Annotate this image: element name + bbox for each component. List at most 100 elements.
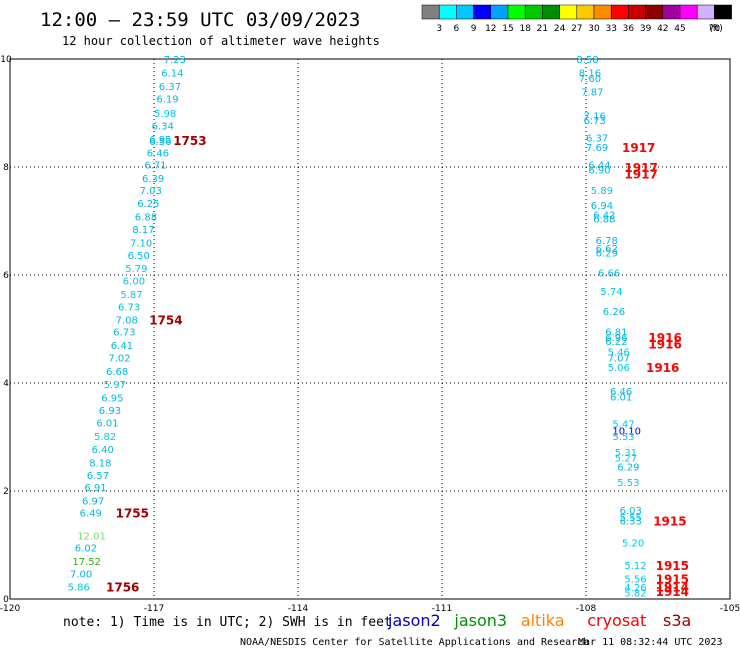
gridlines (10, 59, 730, 599)
data-point-label: 6.73 (113, 328, 135, 339)
data-point-label: 6.37 (159, 82, 181, 93)
data-point-label: 7.60 (579, 74, 601, 85)
data-point-label: 10.10 (612, 427, 641, 438)
time-label: 1753 (173, 134, 206, 148)
color-swatch (628, 4, 646, 20)
time-label: 1917 (624, 167, 657, 181)
data-point-label: 17.52 (72, 557, 101, 568)
data-point-label: 5.79 (125, 264, 147, 275)
data-point-label: 5.46 (608, 348, 630, 359)
data-point-label: 6.91 (84, 483, 106, 494)
data-point-label: 8.16 (579, 69, 601, 80)
y-tick-label: 10 (0, 55, 12, 65)
data-point-label: 6.39 (142, 174, 164, 185)
data-point-label: 6.42 (593, 211, 615, 222)
plot-area (9, 58, 731, 600)
data-point-label: 7.02 (108, 354, 130, 365)
x-tick-label: -114 (288, 604, 309, 614)
data-point-label: 6.29 (596, 248, 618, 259)
plot-frame (9, 58, 731, 600)
color-scale-label: 30 (588, 24, 600, 34)
y-tick-label: 6 (3, 271, 9, 281)
x-tick-label: -108 (576, 604, 597, 614)
time-label: 1917 (622, 141, 655, 155)
data-point-label: 6.88 (593, 214, 615, 225)
data-point-label: 8.17 (132, 225, 154, 236)
time-label: 1914 (656, 581, 689, 595)
color-scale-label: 70 (709, 24, 721, 34)
data-point-label: 7.03 (140, 186, 162, 197)
time-label: 1916 (648, 338, 681, 352)
data-point-label: 6.57 (87, 471, 109, 482)
data-point-label: 4.26 (624, 583, 646, 594)
data-point-label: 6.03 (620, 506, 642, 517)
data-point-label: 5.12 (624, 561, 646, 572)
data-point-label: 5.97 (104, 380, 126, 391)
data-point-label: 5.89 (591, 186, 613, 197)
time-labels: 1753175417551756191719171917191619161916… (106, 134, 689, 599)
data-point-label: 6.14 (161, 69, 183, 80)
data-point-label: 5.82 (94, 432, 116, 443)
data-points: 7.236.146.376.195.986.346.956.566.466.71… (68, 55, 647, 600)
data-point-label: 6.95 (149, 135, 171, 146)
y-tick-label: 4 (3, 379, 9, 389)
data-point-label: 6.46 (610, 387, 632, 398)
data-point-label: 7.00 (70, 570, 92, 581)
data-point-label: 6.68 (106, 367, 128, 378)
color-swatch (438, 4, 457, 20)
data-point-label: 5.74 (600, 287, 622, 298)
color-scale-label: 39 (640, 24, 652, 34)
time-label: 1916 (648, 331, 681, 345)
color-swatch (473, 4, 492, 20)
footer-credit: NOAA/NESDIS Center for Satellite Applica… (240, 637, 589, 648)
data-point-label: 6.73 (584, 116, 606, 127)
legend-entry: s3a (663, 611, 691, 630)
color-swatch (576, 4, 595, 20)
data-point-label: 6.93 (99, 406, 121, 417)
data-point-label: 6.01 (610, 393, 632, 404)
color-swatch (456, 4, 474, 20)
data-point-label: 6.97 (82, 497, 104, 508)
data-point-label: 6.94 (591, 201, 613, 212)
data-point-label: 7.07 (608, 354, 630, 365)
data-point-label: 7.08 (116, 315, 138, 326)
data-point-label: 7.16 (584, 112, 606, 123)
time-label: 1754 (149, 313, 182, 327)
chart-title: 12:00 – 23:59 UTC 03/09/2023 (40, 9, 360, 31)
data-point-label: 7.69 (586, 143, 608, 154)
data-point-label: 6.95 (101, 394, 123, 405)
data-point-label: 7.23 (164, 55, 186, 66)
data-point-label: 6.19 (156, 94, 178, 105)
footer-note: note: 1) Time is in UTC; 2) SWH is in fe… (63, 615, 392, 630)
color-scale-labels: 3 6 9 12 15 18 21 24 27 30 33 36 39 42 45 70 (436, 24, 720, 34)
data-point-label: 12.01 (77, 531, 106, 542)
y-tick-label: 8 (3, 163, 9, 173)
color-swatch (490, 4, 509, 20)
satellite-legend: jason2 jason3 altika cryosat s3a (387, 611, 691, 630)
legend-entry: jason2 (387, 611, 441, 630)
data-point-label: 5.47 (612, 420, 634, 431)
data-point-label: 6.81 (605, 328, 627, 339)
y-tick-label: 2 (3, 487, 9, 497)
color-swatch (645, 4, 664, 20)
data-point-label: 6.90 (588, 166, 610, 177)
data-point-label: 6.44 (588, 160, 610, 171)
data-point-label: 6.78 (596, 236, 618, 247)
data-point-label: 6.40 (92, 445, 114, 456)
data-point-label: 6.73 (118, 302, 140, 313)
time-label: 1755 (116, 507, 149, 521)
data-point-label: 5.27 (615, 454, 637, 465)
color-swatch (714, 4, 732, 20)
data-point-label: 6.02 (75, 544, 97, 555)
data-point-label: 6.66 (598, 268, 620, 279)
data-point-label: 5.98 (154, 109, 176, 120)
data-point-label: 6.62 (596, 244, 618, 255)
color-scale-bar (421, 4, 732, 20)
color-swatch (662, 4, 681, 20)
data-point-label: 6.33 (620, 517, 642, 528)
data-point-label: 6.34 (152, 121, 174, 132)
x-tick-label: -111 (432, 604, 452, 614)
chart-subtitle: 12 hour collection of altimeter wave hei… (62, 34, 380, 48)
time-label: 1916 (646, 361, 679, 375)
